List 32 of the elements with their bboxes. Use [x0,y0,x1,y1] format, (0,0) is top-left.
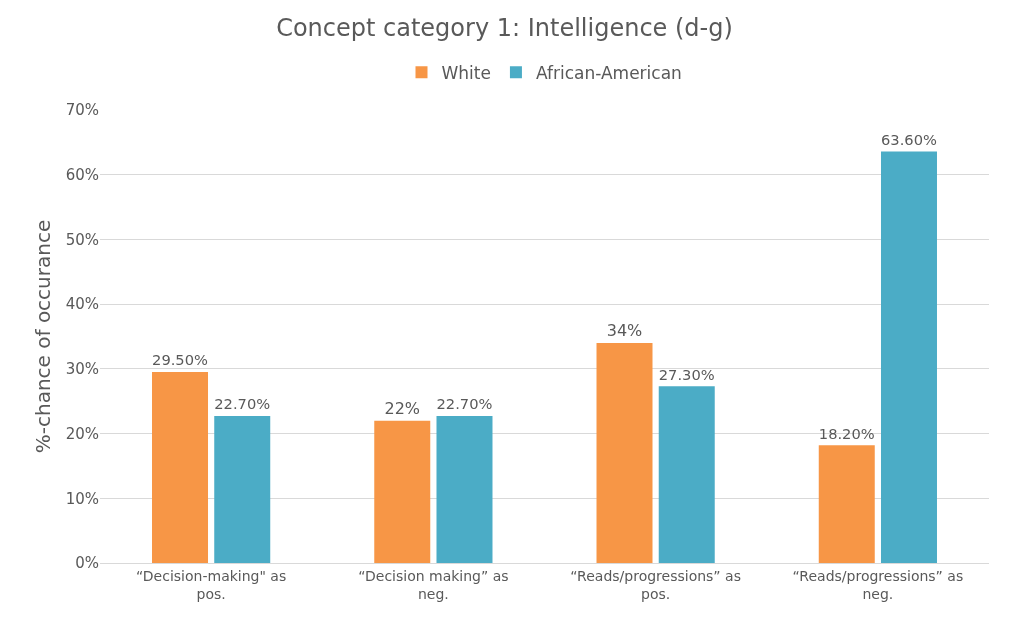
data-label: 29.50% [152,351,209,369]
bar [880,151,937,563]
bar [374,420,431,563]
legend-label: African-American [535,62,682,83]
data-label: 22% [384,398,421,418]
x-tick-label: “Reads/progressions” as neg. [792,567,964,602]
data-label: 27.30% [658,365,715,383]
y-tick-label: 0% [75,554,99,573]
x-tick-label: “Decision making” as neg. [358,567,509,602]
x-tick-label: “Reads/progressions” as pos. [570,567,741,602]
y-tick-label: 60% [65,165,99,184]
legend-label: White [441,62,491,83]
data-label: 34% [606,320,643,340]
chart-title: Concept category 1: Intelligence (d-g) [276,13,733,42]
y-tick-label: 50% [65,230,99,249]
bar [658,386,715,563]
y-tick-label: 20% [65,424,99,443]
data-label: 22.70% [436,395,493,413]
y-tick-label: 40% [65,295,99,314]
bar [152,372,209,563]
data-label: 22.70% [214,395,271,413]
bar [818,445,875,563]
data-label: 18.20% [818,424,875,442]
y-axis-title: %-chance of occurance [31,219,55,454]
x-tick-label: “Decision-making" as pos. [136,567,287,602]
bar [596,342,653,563]
data-label: 63.60% [881,130,938,148]
bar [214,416,271,563]
y-tick-label: 10% [65,489,99,508]
bar [436,416,493,563]
y-tick-label: 70% [65,101,99,120]
y-tick-label: 30% [65,360,99,379]
